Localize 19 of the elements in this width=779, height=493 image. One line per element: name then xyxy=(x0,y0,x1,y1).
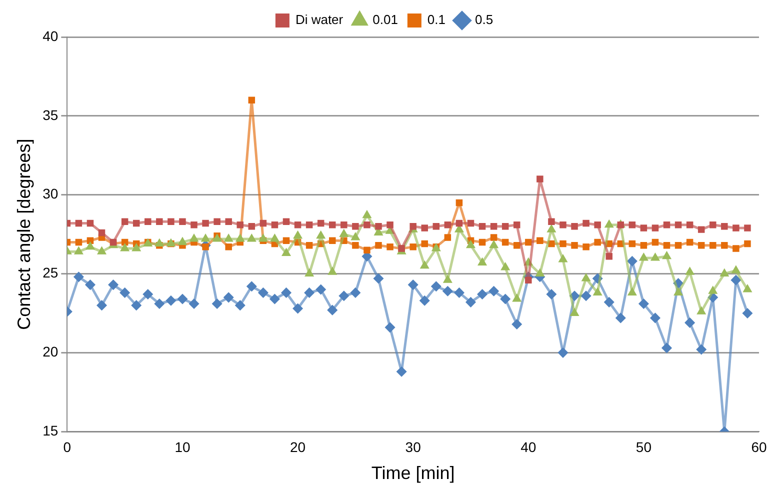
x-axis-title: Time [min] xyxy=(371,463,455,484)
legend-label: 0.1 xyxy=(427,12,446,28)
y-tick-label: 40 xyxy=(42,28,58,44)
x-tick-label: 0 xyxy=(63,438,72,455)
legend-label: 0.01 xyxy=(372,12,398,28)
legend-label: Di water xyxy=(295,12,344,28)
x-tick-label: 40 xyxy=(520,438,536,455)
x-tick-label: 10 xyxy=(174,438,190,455)
y-tick-label: 30 xyxy=(42,186,58,202)
x-tick-label: 30 xyxy=(405,438,422,455)
y-axis-title: Contact angle [degrees] xyxy=(14,138,34,330)
y-tick-label: 15 xyxy=(42,422,58,438)
legend-label: 0.5 xyxy=(474,12,494,28)
y-tick-label: 20 xyxy=(42,344,58,360)
x-tick-label: 20 xyxy=(290,438,306,455)
x-tick-label: 60 xyxy=(751,438,767,455)
x-tick-label: 50 xyxy=(636,438,652,455)
y-tick-label: 35 xyxy=(42,106,58,123)
y-tick-label: 25 xyxy=(42,264,58,281)
